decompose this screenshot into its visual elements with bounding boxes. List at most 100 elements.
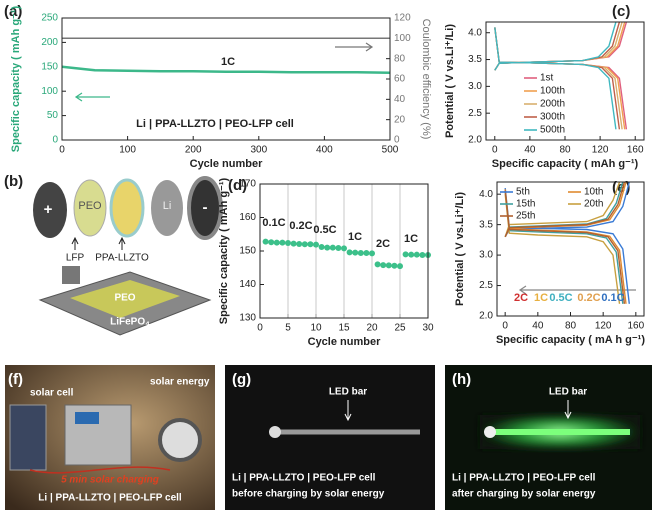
annotation: 0.1C <box>262 217 285 229</box>
solar-cell-label: solar cell <box>30 388 74 399</box>
x-tick-label: 15 <box>338 323 350 334</box>
point <box>408 251 415 258</box>
x-tick-label: 0 <box>59 145 65 156</box>
li-label: Li <box>163 200 172 212</box>
annotation: 0.1C <box>601 292 624 304</box>
panel-label: (b) <box>4 173 23 190</box>
wire <box>29 466 171 474</box>
point <box>324 244 331 251</box>
panel-g: (g) LED bar Li | PPA-LLZTO | PEO-LFP cel… <box>225 365 435 510</box>
point <box>268 239 275 246</box>
photo <box>225 365 435 510</box>
annotation: 2C <box>514 292 528 304</box>
series-line <box>61 65 391 74</box>
point <box>341 245 347 252</box>
led-label: LED bar <box>549 387 587 398</box>
li-disc <box>151 180 183 236</box>
panel-label: (h) <box>452 371 471 388</box>
point <box>397 263 403 270</box>
llzto-disc <box>109 178 145 238</box>
x-tick-label: 0 <box>492 145 498 156</box>
legend-label: 10th <box>584 187 603 198</box>
y-tick-label: 3.0 <box>468 81 482 92</box>
legend-label: 25th <box>516 211 535 222</box>
display <box>75 412 99 424</box>
peo-film-label: PEO <box>114 293 135 304</box>
b-arrows <box>71 236 126 250</box>
x-tick-label: 120 <box>592 145 609 156</box>
x-tick-label: 40 <box>532 321 544 332</box>
cell-label: Li | PPA-LLZTO | PEO-LFP cell <box>38 493 182 504</box>
legend-label: 5th <box>516 187 530 198</box>
lfp-label: LFP <box>66 253 85 264</box>
x-axis-label: Cycle number <box>190 158 263 170</box>
panel-label: (c) <box>612 3 630 20</box>
y-tick-label: 130 <box>239 313 256 324</box>
x-tick-label: 100 <box>119 145 136 156</box>
x-tick-label: 10 <box>310 323 322 334</box>
point <box>285 239 291 246</box>
legend-label: 100th <box>540 86 565 97</box>
y-axis-label: Specific capacity ( mAh g⁻¹) <box>218 177 230 324</box>
annotation: 1C <box>404 233 418 245</box>
point <box>290 240 297 247</box>
led-head <box>269 426 281 438</box>
y-tick-label: 170 <box>239 179 256 190</box>
cap-plus <box>33 182 67 238</box>
peo-label: PEO <box>78 200 102 212</box>
x-tick-label: 40 <box>524 145 536 156</box>
y-tick-label: 2.0 <box>479 311 493 322</box>
charging-label: 5 min solar charging <box>61 475 159 486</box>
led-head <box>484 426 496 438</box>
g-arrow <box>344 400 352 422</box>
x-axis-label: Specific capacity ( mAh g⁻¹) <box>492 158 639 170</box>
y-tick-label: 4.0 <box>468 27 482 38</box>
note: after charging by solar energy <box>452 489 596 500</box>
llzto-label: PPA-LLZTO <box>95 253 149 264</box>
legend-label: 15th <box>516 199 535 210</box>
x-tick-label: 160 <box>627 145 644 156</box>
y-tick-label: 3.5 <box>479 219 493 230</box>
x-tick-label: 80 <box>565 321 577 332</box>
tab <box>62 266 80 284</box>
panel-f: (f) solar cell solar energy 5 min solar … <box>5 365 215 510</box>
point <box>413 251 420 258</box>
x-tick-label: 80 <box>559 145 571 156</box>
y-tick-label: 0 <box>52 135 58 146</box>
x-tick-label: 0 <box>257 323 263 334</box>
point <box>313 241 319 248</box>
arrow-capacity <box>74 92 110 102</box>
led-label: LED bar <box>329 387 367 398</box>
y2-tick-label: 100 <box>394 33 411 44</box>
legend-label: 200th <box>540 99 565 110</box>
point <box>419 252 426 259</box>
solar-panel <box>9 404 47 471</box>
y-tick-label: 140 <box>239 279 256 290</box>
x-tick-label: 25 <box>394 323 406 334</box>
point <box>335 244 342 251</box>
point <box>369 250 375 257</box>
point <box>307 241 314 248</box>
point <box>374 261 381 268</box>
x-tick-label: 120 <box>595 321 612 332</box>
panel-label: (a) <box>4 3 22 20</box>
annotation: 2C <box>376 238 390 250</box>
y-tick-label: 160 <box>239 212 256 223</box>
y2-axis-label: Coulombic efficiency (%) <box>420 19 432 140</box>
y-tick-label: 200 <box>41 37 58 48</box>
point <box>279 239 286 246</box>
plot-frame <box>61 17 391 141</box>
point <box>402 251 409 258</box>
annotation: 1C <box>534 292 548 304</box>
y2-tick-label: 80 <box>394 53 406 64</box>
plot-frame <box>496 181 645 317</box>
point <box>296 240 303 247</box>
plot-frame <box>485 21 645 141</box>
y2-tick-label: 0 <box>394 135 400 146</box>
cap-minus <box>187 176 223 240</box>
annotation: 0.5C <box>549 292 572 304</box>
x-tick-label: 200 <box>185 145 202 156</box>
legend-label: 300th <box>540 112 565 123</box>
solar-energy-label: solar energy <box>150 377 210 388</box>
